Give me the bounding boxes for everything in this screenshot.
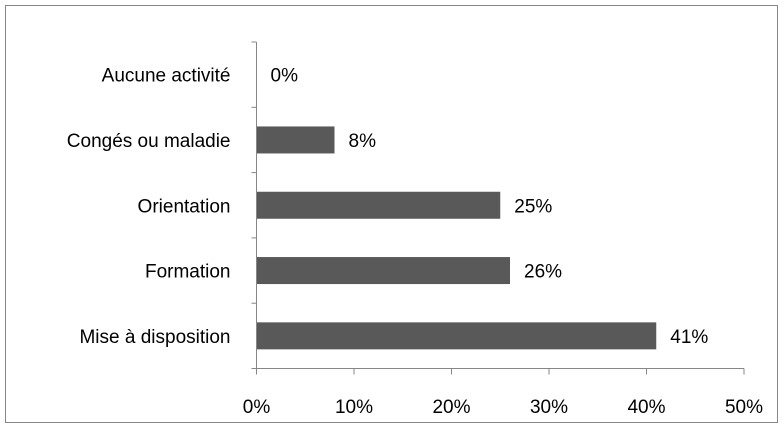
x-tick-label: 10% xyxy=(335,397,373,418)
data-label-aucune-activite: 0% xyxy=(271,66,299,87)
axes-layer xyxy=(251,41,745,375)
data-label-mise-a-disposition: 41% xyxy=(670,327,708,348)
data-label-conges-ou-maladie: 8% xyxy=(349,131,377,152)
category-label-conges-ou-maladie: Congés ou maladie xyxy=(67,131,231,152)
bar-formation xyxy=(256,257,510,285)
category-label-mise-a-disposition: Mise à disposition xyxy=(79,327,230,348)
x-tick-label: 30% xyxy=(530,397,568,418)
x-tick-label: 50% xyxy=(725,397,763,418)
labels-layer: Aucune activité 0% Congés ou maladie 8% Orie… xyxy=(67,66,763,418)
x-tick-label: 40% xyxy=(627,397,665,418)
x-tick-label: 0% xyxy=(243,397,271,418)
data-label-formation: 26% xyxy=(524,262,562,283)
x-tick-label: 20% xyxy=(432,397,470,418)
category-label-aucune-activite: Aucune activité xyxy=(102,66,231,87)
category-label-orientation: Orientation xyxy=(138,196,231,217)
data-label-orientation: 25% xyxy=(514,196,552,217)
bars-layer xyxy=(256,126,657,350)
bar-orientation xyxy=(256,191,501,219)
bar-mise-a-disposition xyxy=(256,322,657,350)
category-label-formation: Formation xyxy=(145,262,231,283)
bar-conges-ou-maladie xyxy=(256,126,335,154)
